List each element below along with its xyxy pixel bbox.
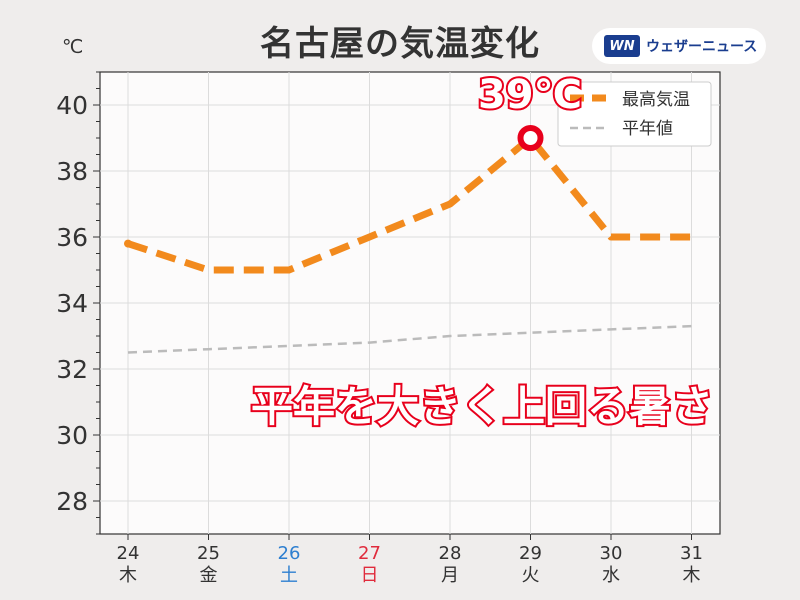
y-tick-label: 30: [56, 421, 88, 450]
x-tick-label-weekday: 水: [602, 565, 620, 586]
y-tick-label: 32: [56, 355, 88, 384]
chart-title: 名古屋の気温変化: [260, 24, 540, 64]
x-tick-label-weekday: 土: [280, 565, 298, 586]
y-tick-label: 28: [56, 487, 88, 516]
x-tick-label-weekday: 金: [200, 565, 218, 586]
weathernews-logo-icon: WN: [604, 35, 640, 57]
x-tick-label-weekday: 月: [441, 565, 459, 586]
x-tick-label-day: 25: [197, 543, 220, 564]
y-tick-label: 36: [56, 223, 88, 252]
x-tick-label-day: 31: [680, 543, 703, 564]
x-tick-label-day: 27: [358, 543, 381, 564]
y-tick-label: 40: [56, 91, 88, 120]
x-tick-label-weekday: 火: [522, 565, 540, 586]
y-axis-unit: ℃: [62, 36, 84, 58]
legend-label-normal: 平年値: [622, 119, 673, 139]
x-tick-label-day: 24: [117, 543, 140, 564]
y-tick-label: 34: [56, 289, 88, 318]
logo-text: ウェザーニュース: [646, 39, 758, 55]
series-line-max-temp: [126, 134, 692, 274]
weathernews-logo: WN ウェザーニュース: [592, 28, 766, 64]
x-tick-label-weekday: 木: [119, 565, 137, 586]
x-tick-label-day: 26: [278, 543, 301, 564]
x-tick-label-day: 29: [519, 543, 542, 564]
series-line-normal: [127, 324, 692, 354]
x-tick-label-weekday: 日: [361, 565, 379, 586]
peak-callout: 39℃: [478, 72, 582, 118]
peak-marker: [517, 125, 544, 151]
heat-message-callout: 平年を大きく上回る暑さ: [251, 382, 713, 431]
series-start-point: [124, 239, 132, 248]
x-tick-label-day: 28: [439, 543, 462, 564]
legend-label-max-temp: 最高気温: [622, 90, 690, 110]
x-tick-label-weekday: 木: [683, 565, 701, 586]
y-tick-label: 38: [56, 157, 88, 186]
x-tick-label-day: 30: [600, 543, 623, 564]
